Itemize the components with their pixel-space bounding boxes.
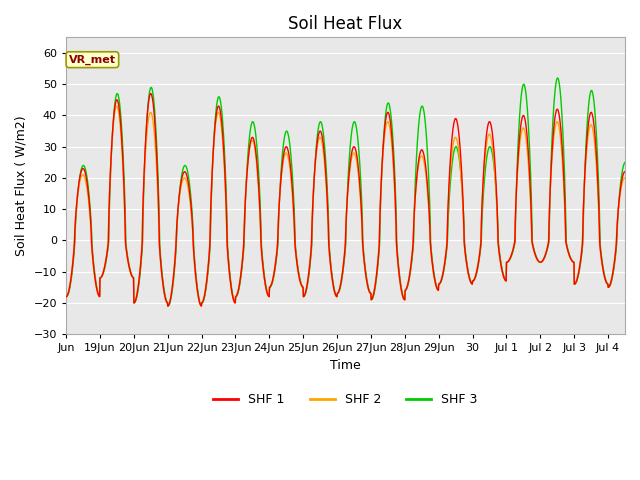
Text: VR_met: VR_met — [69, 55, 116, 65]
Y-axis label: Soil Heat Flux ( W/m2): Soil Heat Flux ( W/m2) — [15, 115, 28, 256]
X-axis label: Time: Time — [330, 359, 361, 372]
Title: Soil Heat Flux: Soil Heat Flux — [289, 15, 403, 33]
Legend: SHF 1, SHF 2, SHF 3: SHF 1, SHF 2, SHF 3 — [209, 388, 483, 411]
